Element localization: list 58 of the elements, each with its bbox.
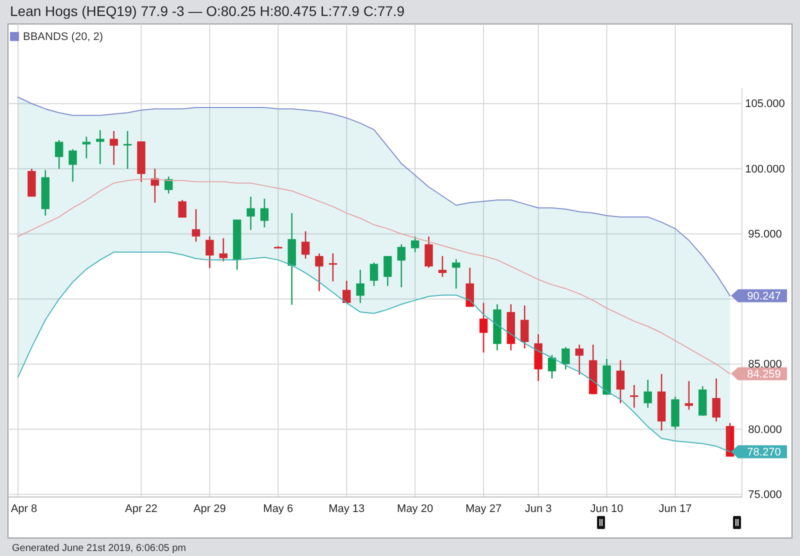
candlestick: [644, 379, 652, 408]
candlestick: [315, 252, 324, 292]
candlestick: [370, 262, 378, 287]
data-label: 90.247: [747, 290, 781, 303]
candlestick: [260, 198, 269, 228]
chart-title: Lean Hogs (HEQ19) 77.9 -3 — O:80.25 H:80.475 L:77.9 C:77.9: [10, 3, 405, 19]
candlestick: [356, 269, 364, 304]
y-tick-label: 85.000: [748, 358, 782, 371]
candlestick: [342, 280, 351, 304]
candlestick: [575, 344, 584, 376]
candlestick: [548, 354, 556, 380]
x-tick-label: Apr 29: [193, 503, 226, 515]
candlestick: [206, 236, 214, 269]
data-label: 78.270: [747, 446, 781, 459]
candlestick: [397, 244, 406, 288]
candlestick: [178, 199, 186, 218]
candlestick: [68, 148, 77, 182]
candlestick: [54, 139, 64, 170]
candlestick: [384, 255, 392, 287]
candlestick: [479, 302, 488, 354]
candlestick: [424, 236, 433, 268]
candlestick: [301, 230, 310, 260]
x-tick-label: Jun 17: [658, 503, 692, 515]
data-label: 84.259: [747, 368, 781, 381]
candlestick: [219, 238, 228, 262]
y-tick-label: 105.000: [745, 98, 785, 110]
candlestick: [684, 380, 694, 410]
x-tick-label: May 27: [466, 503, 502, 515]
x-tick-label: May 20: [397, 503, 434, 515]
candlestick: [562, 346, 570, 370]
x-tick-label: Apr 8: [10, 503, 38, 515]
candlestick: [96, 129, 104, 165]
y-tick-label: 80.000: [748, 424, 782, 436]
x-tick-label: Apr 22: [125, 503, 158, 515]
x-tick-label: May 13: [328, 503, 365, 515]
candlestick: [82, 136, 91, 159]
candlestick: [110, 130, 118, 166]
candlestick: [246, 196, 255, 231]
y-tick-label: 95.000: [748, 228, 782, 240]
text: Generated June 21st 2019, 6:06:05 pm: [12, 543, 186, 554]
candlestick: [466, 267, 474, 308]
candlestick: [410, 236, 420, 253]
candlestick: [616, 360, 625, 404]
y-tick-label: 100.000: [745, 163, 785, 176]
candlestick: [328, 252, 338, 282]
candlestick: [520, 304, 529, 350]
candlestick: [630, 384, 638, 408]
x-tick-label: May 6: [263, 503, 294, 515]
x-tick-label: Jun 10: [590, 503, 624, 515]
candlestick: [192, 208, 200, 242]
legend-title: BBANDS (20, 2): [23, 31, 104, 43]
candlestick: [123, 130, 132, 170]
candlestick: [164, 176, 173, 194]
candlestick: [438, 255, 447, 278]
candlestick: [452, 258, 460, 290]
candlestick: [712, 378, 720, 422]
x-tick-label: Jun 3: [524, 503, 552, 515]
y-tick-label: 75.000: [748, 488, 782, 501]
